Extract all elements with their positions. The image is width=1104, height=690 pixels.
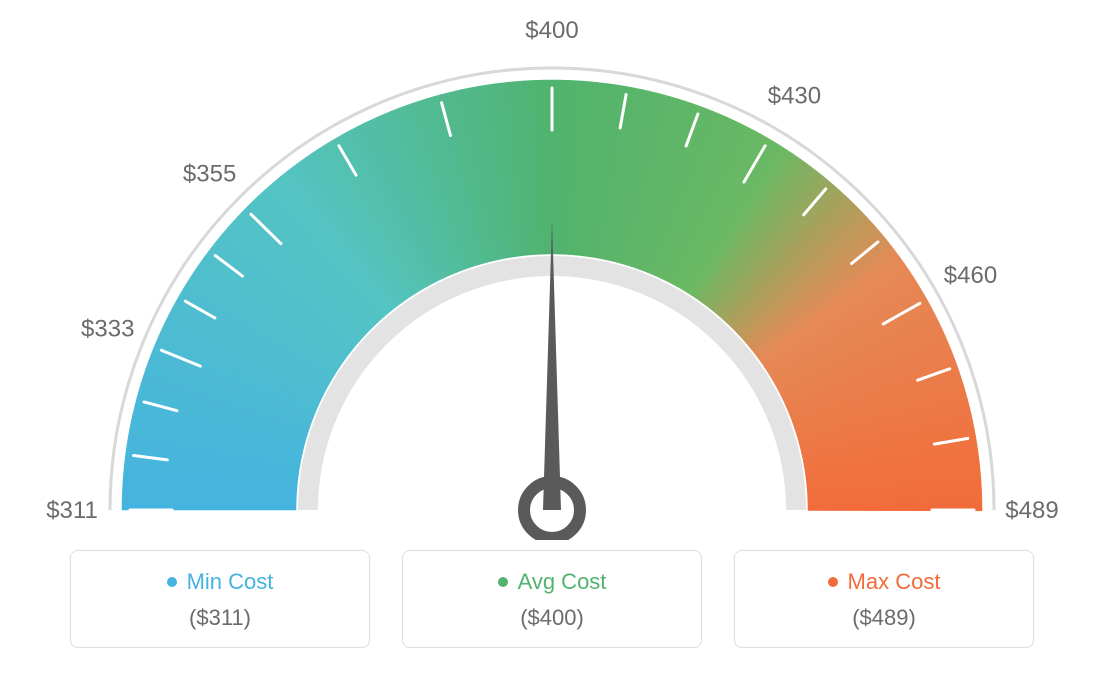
gauge-tick-label: $489 — [1005, 497, 1058, 524]
legend-dot-min — [167, 577, 177, 587]
legend-title-max: Max Cost — [828, 569, 941, 595]
legend-title-min: Min Cost — [167, 569, 274, 595]
gauge-tick-label: $311 — [46, 497, 98, 524]
legend-label-min: Min Cost — [187, 569, 274, 595]
legend-dot-max — [828, 577, 838, 587]
legend-value-avg: ($400) — [403, 605, 701, 631]
gauge-tick-label: $333 — [81, 315, 134, 342]
legend-value-max: ($489) — [735, 605, 1033, 631]
legend-card-avg: Avg Cost ($400) — [402, 550, 702, 648]
gauge-tick-label: $400 — [525, 17, 578, 44]
legend-title-avg: Avg Cost — [498, 569, 607, 595]
legend-label-max: Max Cost — [848, 569, 941, 595]
gauge-svg: $311 $333 $355 $400 $430 $460 $489 — [0, 0, 1104, 540]
legend-dot-avg — [498, 577, 508, 587]
legend-card-max: Max Cost ($489) — [734, 550, 1034, 648]
legend-card-min: Min Cost ($311) — [70, 550, 370, 648]
legend-label-avg: Avg Cost — [518, 569, 607, 595]
gauge-tick-label: $460 — [944, 262, 997, 289]
legend-value-min: ($311) — [71, 605, 369, 631]
gauge-tick-label: $355 — [183, 161, 236, 188]
legend-row: Min Cost ($311) Avg Cost ($400) Max Cost… — [0, 550, 1104, 648]
gauge-tick-label: $430 — [768, 83, 821, 110]
cost-gauge-chart: $311 $333 $355 $400 $430 $460 $489 — [0, 0, 1104, 540]
